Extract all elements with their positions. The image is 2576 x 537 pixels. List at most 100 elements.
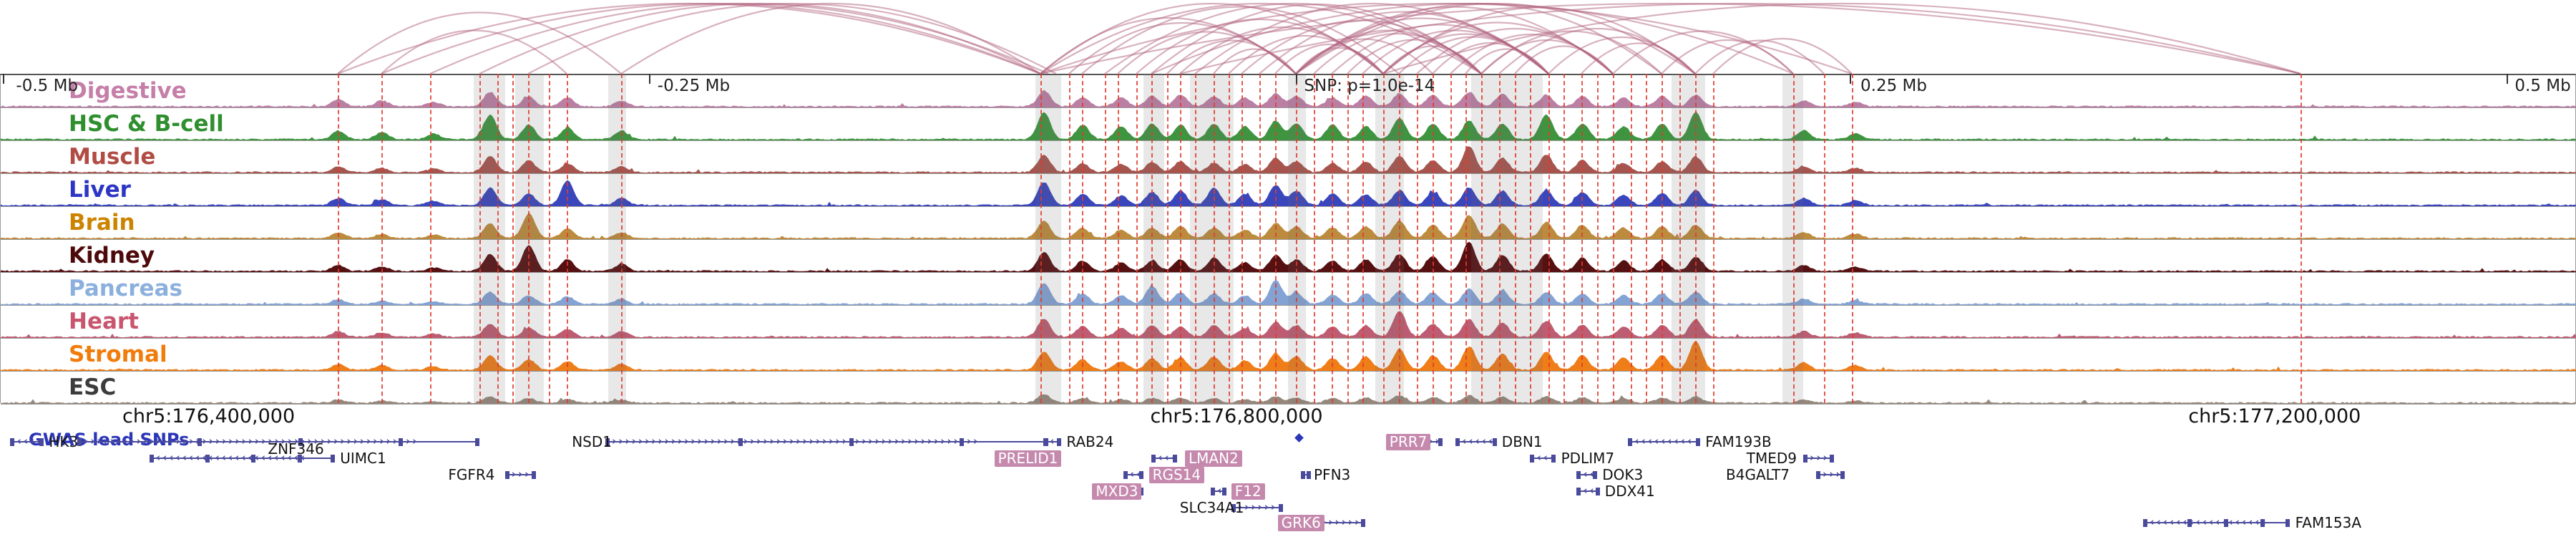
gene-label-dbn1[interactable]: DBN1 (1501, 433, 1543, 450)
gene-label-fam153a[interactable]: FAM153A (2295, 514, 2362, 531)
gene-exon (1492, 438, 1497, 446)
gene-exon (1307, 471, 1312, 479)
gene-exon (1360, 519, 1365, 527)
interaction-arc[interactable] (337, 11, 622, 74)
gene-label-uimc1[interactable]: UIMC1 (340, 450, 386, 467)
gene-exon (1816, 471, 1820, 479)
interaction-arc[interactable] (381, 29, 567, 74)
interaction-arc[interactable] (1581, 42, 1696, 74)
track-label-liver: Liver (69, 177, 131, 203)
gene-glyph-uimc1[interactable]: ‹‹‹‹‹‹‹‹‹‹‹‹‹‹‹‹‹‹‹‹‹‹‹‹ (149, 453, 335, 464)
track-row-hsc-b-cell[interactable]: HSC & B-cell (1, 108, 2576, 141)
interaction-arc[interactable] (1465, 48, 1549, 74)
gene-label-fgfr4[interactable]: FGFR4 (448, 466, 495, 483)
interaction-arc[interactable] (479, 2, 1041, 74)
interaction-arc[interactable] (1179, 2, 2301, 74)
gwas-lead-snps-label: GWAS lead SNPs (29, 430, 190, 450)
gwas-lead-snp-marker[interactable] (1294, 433, 1304, 442)
gene-exon (738, 438, 743, 446)
gene-exon (39, 438, 44, 446)
interaction-arc[interactable] (381, 2, 1041, 74)
gene-exon (504, 471, 509, 479)
gene-glyph-slc34a1[interactable]: ››››››› (1231, 502, 1283, 513)
interaction-arc[interactable] (1382, 2, 2301, 74)
gene-label-pfn3[interactable]: PFN3 (1314, 466, 1351, 483)
track-row-stromal[interactable]: Stromal (1, 339, 2576, 372)
track-row-heart[interactable]: Heart (1, 306, 2576, 339)
gene-glyph-pdlim7[interactable]: ‹‹‹‹ (1530, 453, 1556, 464)
gene-label-prr7[interactable]: PRR7 (1385, 434, 1431, 450)
gene-label-grk6[interactable]: GRK6 (1277, 515, 1324, 531)
gene-exon (1438, 438, 1443, 446)
gene-glyph-lman2[interactable]: ‹‹‹‹ (1151, 453, 1178, 464)
gene-label-lman2[interactable]: LMAN2 (1185, 450, 1242, 467)
track-row-muscle[interactable]: Muscle (1, 141, 2576, 174)
gene-glyph-fgfr4[interactable]: ›››› (504, 469, 536, 480)
track-signal (1, 146, 2576, 173)
gene-glyph-rgs14[interactable]: ‹‹‹ (1123, 469, 1144, 480)
interaction-arc[interactable] (1081, 6, 1400, 74)
gene-label-b4galt7[interactable]: B4GALT7 (1726, 466, 1790, 483)
interaction-arc[interactable] (620, 2, 1041, 74)
track-label-digestive: Digestive (69, 78, 187, 104)
gene-exon (1530, 455, 1535, 463)
track-row-digestive[interactable]: Digestive (1, 75, 2576, 108)
gene-label-f12[interactable]: F12 (1231, 483, 1265, 500)
track-row-liver[interactable]: Liver (1, 174, 2576, 207)
gene-glyph-dok3[interactable]: ‹‹‹ (1576, 469, 1597, 480)
gene-label-tmed9[interactable]: TMED9 (1746, 450, 1797, 467)
gene-glyph-fam193b[interactable]: ‹‹‹‹‹‹‹‹‹‹ (1628, 436, 1700, 448)
gene-label-ddx41[interactable]: DDX41 (1604, 483, 1655, 500)
coordinate-label: chr5:176,800,000 (1150, 405, 1323, 427)
gene-label-prelid1[interactable]: PRELID1 (994, 450, 1062, 467)
gene-label-znf346[interactable]: ZNF346 (268, 440, 324, 458)
gene-glyph-nsd1[interactable]: ››››››››››››››››››››››››››››››››››››››››… (605, 436, 1049, 448)
gene-exon (2224, 519, 2229, 527)
interaction-arc[interactable] (1040, 2, 2301, 74)
gene-glyph-tmed9[interactable]: ›››› (1803, 453, 1835, 464)
gene-exon (399, 438, 404, 446)
track-row-brain[interactable]: Brain (1, 207, 2576, 240)
track-label-kidney: Kidney (69, 243, 155, 268)
interaction-arc[interactable] (1661, 39, 1794, 74)
gene-glyph-znf346[interactable]: ››››››››››››››››››››››››››››››››››››››››… (77, 436, 479, 448)
gene-strand-arrows: ‹‹‹‹‹‹‹‹‹‹‹‹‹‹‹‹‹‹‹‹‹‹‹‹ (149, 453, 308, 464)
gene-glyph-f12[interactable]: ‹‹ (1211, 485, 1226, 497)
gene-label-nsd1[interactable]: NSD1 (572, 433, 612, 450)
interaction-arcs-layer (337, 2, 2301, 74)
track-label-heart: Heart (69, 309, 139, 334)
gene-glyph-b4galt7[interactable]: ›››› (1816, 469, 1845, 480)
interaction-arc[interactable] (1514, 45, 1614, 74)
gene-label-rgs14[interactable]: RGS14 (1148, 467, 1205, 483)
gene-glyph-fam153a[interactable]: ‹‹‹‹‹‹‹‹‹‹‹‹‹‹‹‹‹‹‹ (2143, 517, 2290, 528)
track-row-pancreas[interactable]: Pancreas (1, 273, 2576, 306)
track-row-esc[interactable]: ESC (1, 372, 2576, 405)
gene-glyph-hk3[interactable]: ‹‹‹‹‹ (10, 436, 44, 448)
interaction-arc[interactable] (1040, 2, 1853, 74)
gene-label-mxd3[interactable]: MXD3 (1092, 483, 1142, 500)
gene-exon (1151, 455, 1156, 463)
gene-glyph-ddx41[interactable]: ‹‹‹ (1576, 485, 1600, 497)
gene-strand-arrows: ››››››››››››››››››››››››››››››››››››››››… (605, 436, 980, 448)
gene-label-dok3[interactable]: DOK3 (1602, 466, 1644, 483)
interaction-arc[interactable] (429, 3, 1049, 74)
interaction-arc[interactable] (1712, 37, 1853, 74)
gene-label-hk3[interactable]: HK3 (49, 433, 79, 450)
gene-glyph-dbn1[interactable]: ‹‹‹‹‹‹ (1455, 436, 1497, 448)
gene-label-slc34a1[interactable]: SLC34A1 (1179, 499, 1244, 516)
gene-exon (2285, 519, 2290, 527)
gene-exon (1139, 488, 1144, 495)
gene-exon (1057, 438, 1062, 446)
track-signal (1, 112, 2576, 140)
gene-glyph-rab24[interactable]: ‹‹‹ (1043, 436, 1062, 448)
track-row-kidney[interactable]: Kidney (1, 240, 2576, 273)
gene-label-rab24[interactable]: RAB24 (1066, 433, 1114, 450)
gene-strand-arrows: ‹‹‹ (1123, 469, 1143, 480)
gene-glyph-pfn3[interactable]: ‹‹ (1301, 469, 1312, 480)
interaction-arc[interactable] (1151, 3, 1794, 74)
gene-label-fam193b[interactable]: FAM193B (1705, 433, 1772, 450)
track-label-hsc-b-cell: HSC & B-cell (69, 111, 224, 137)
gene-strand-arrows: ‹‹‹ (1576, 485, 1596, 497)
gene-label-pdlim7[interactable]: PDLIM7 (1561, 450, 1615, 467)
coordinate-label: chr5:177,200,000 (2188, 405, 2361, 427)
